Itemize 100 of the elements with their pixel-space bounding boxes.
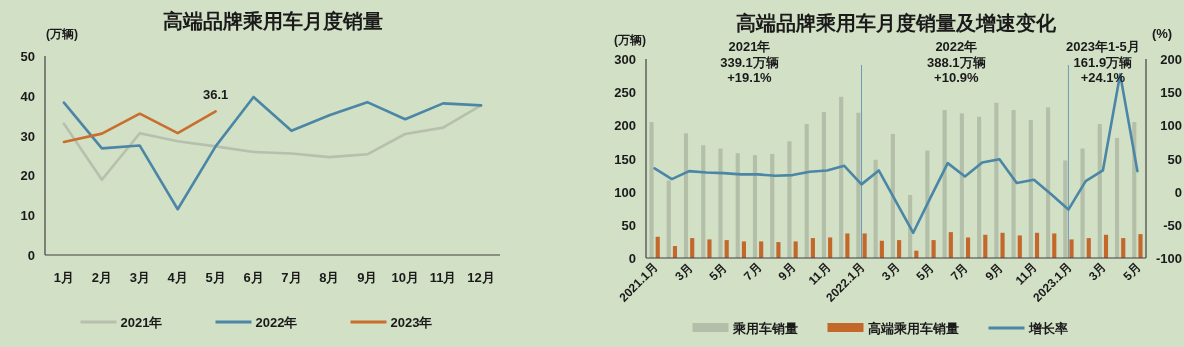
bar bbox=[741, 241, 746, 258]
bar bbox=[793, 241, 798, 258]
bar bbox=[977, 116, 982, 258]
bar bbox=[966, 237, 971, 258]
y-tick-label: 10 bbox=[20, 208, 35, 224]
bar bbox=[804, 124, 809, 258]
bar bbox=[925, 150, 930, 258]
line-series bbox=[62, 104, 483, 182]
y2-tick-label: 100 bbox=[1160, 118, 1182, 134]
x-tick-label: 7月 bbox=[741, 260, 765, 284]
legend-label: 2022年 bbox=[255, 315, 298, 330]
bar bbox=[1138, 234, 1143, 258]
bar bbox=[873, 159, 878, 258]
bar bbox=[1069, 239, 1074, 258]
legend-label: 2021年 bbox=[120, 315, 163, 330]
x-tick-label: 11月 bbox=[429, 270, 457, 285]
x-tick-label: 5月 bbox=[706, 260, 730, 284]
x-tick-label: 3月 bbox=[129, 270, 150, 285]
x-tick-label: 3月 bbox=[1085, 260, 1110, 284]
x-tick-label: 12月 bbox=[467, 270, 495, 285]
y2-tick-label: -100 bbox=[1155, 251, 1182, 266]
x-tick-label: 2月 bbox=[91, 270, 112, 285]
bar bbox=[718, 148, 723, 258]
bar bbox=[821, 112, 826, 258]
bar bbox=[845, 233, 850, 258]
bar bbox=[931, 240, 936, 258]
annotation: 2021年 339.1万辆 +19.1% bbox=[720, 39, 779, 85]
x-tick-label: 7月 bbox=[281, 270, 302, 285]
y-tick-label: 150 bbox=[614, 151, 636, 167]
y2-tick-label: 200 bbox=[1160, 52, 1182, 67]
x-tick-label: 5月 bbox=[1120, 260, 1144, 284]
y2-tick-label: 0 bbox=[1174, 184, 1182, 200]
y-tick-label: 200 bbox=[614, 118, 636, 134]
y-tick-label: 50 bbox=[20, 49, 35, 64]
bar bbox=[770, 153, 775, 258]
bar bbox=[655, 236, 660, 258]
y2-tick-label: 50 bbox=[1167, 151, 1182, 167]
x-tick-label: 1月 bbox=[53, 270, 75, 285]
bar bbox=[828, 237, 833, 258]
bar bbox=[724, 240, 729, 258]
bar bbox=[1017, 235, 1022, 258]
bar bbox=[1103, 234, 1109, 258]
y-tick-label: 300 bbox=[614, 52, 636, 67]
legend-label: 2023年 bbox=[390, 315, 433, 330]
x-tick-label: 4月 bbox=[167, 270, 188, 285]
annotation: 2022年 388.1万辆 +10.9% bbox=[927, 39, 986, 85]
bar bbox=[1011, 110, 1016, 258]
bar bbox=[707, 239, 712, 258]
data-label: 36.1 bbox=[202, 87, 229, 103]
chart-title: 高端品牌乘用车月度销量及增速变化 bbox=[736, 12, 1057, 34]
y-axis-title: (万辆) bbox=[614, 33, 646, 47]
legend-label: 乘用车销量 bbox=[731, 321, 798, 336]
bar bbox=[776, 242, 781, 258]
bar bbox=[735, 153, 740, 258]
x-tick-label: 9月 bbox=[775, 260, 799, 284]
bar bbox=[948, 232, 953, 258]
bar bbox=[752, 155, 758, 258]
bar bbox=[672, 246, 678, 258]
x-tick-label: 6月 bbox=[243, 270, 264, 285]
x-tick-label: 3月 bbox=[879, 260, 903, 284]
chart-title: 高端品牌乘用车月度销量 bbox=[162, 10, 383, 32]
y-tick-label: 0 bbox=[628, 251, 636, 266]
y-tick-label: 250 bbox=[614, 85, 636, 101]
bar bbox=[879, 240, 884, 258]
y-tick-label: 40 bbox=[20, 88, 35, 104]
bar bbox=[787, 141, 792, 258]
bar bbox=[683, 133, 689, 258]
bar bbox=[1121, 238, 1126, 258]
x-tick-label: 5月 bbox=[913, 260, 937, 284]
x-tick-label: 3月 bbox=[672, 260, 696, 284]
y2-tick-label: 150 bbox=[1160, 85, 1182, 101]
x-tick-label: 8月 bbox=[319, 270, 340, 285]
bar bbox=[890, 133, 895, 258]
y-tick-label: 30 bbox=[20, 128, 35, 144]
legend-label: 增长率 bbox=[1027, 321, 1068, 336]
bar bbox=[983, 234, 988, 258]
y-tick-label: 20 bbox=[20, 168, 35, 184]
line-series bbox=[62, 110, 217, 144]
bar bbox=[1080, 148, 1085, 258]
y2-axis-title: (%) bbox=[1151, 26, 1173, 41]
legend-label: 高端乘用车销量 bbox=[867, 321, 959, 336]
bar bbox=[994, 102, 999, 258]
y-tick-label: 100 bbox=[614, 184, 636, 200]
bar bbox=[959, 113, 964, 258]
bar bbox=[1034, 232, 1040, 258]
bar bbox=[666, 180, 671, 258]
x-tick-label: 5月 bbox=[205, 270, 226, 285]
x-tick-label: 7月 bbox=[947, 260, 972, 284]
y2-tick-label: -50 bbox=[1163, 217, 1182, 233]
y-axis-title: (万辆) bbox=[46, 27, 78, 41]
bar bbox=[1052, 233, 1057, 258]
bar bbox=[759, 241, 764, 258]
x-tick-label: 9月 bbox=[982, 260, 1006, 284]
bar bbox=[856, 112, 861, 258]
bar bbox=[1063, 160, 1068, 258]
bar bbox=[839, 96, 844, 258]
y-tick-label: 0 bbox=[27, 248, 35, 263]
y-tick-label: 50 bbox=[621, 217, 636, 233]
bar bbox=[701, 145, 706, 258]
bar bbox=[897, 240, 902, 258]
